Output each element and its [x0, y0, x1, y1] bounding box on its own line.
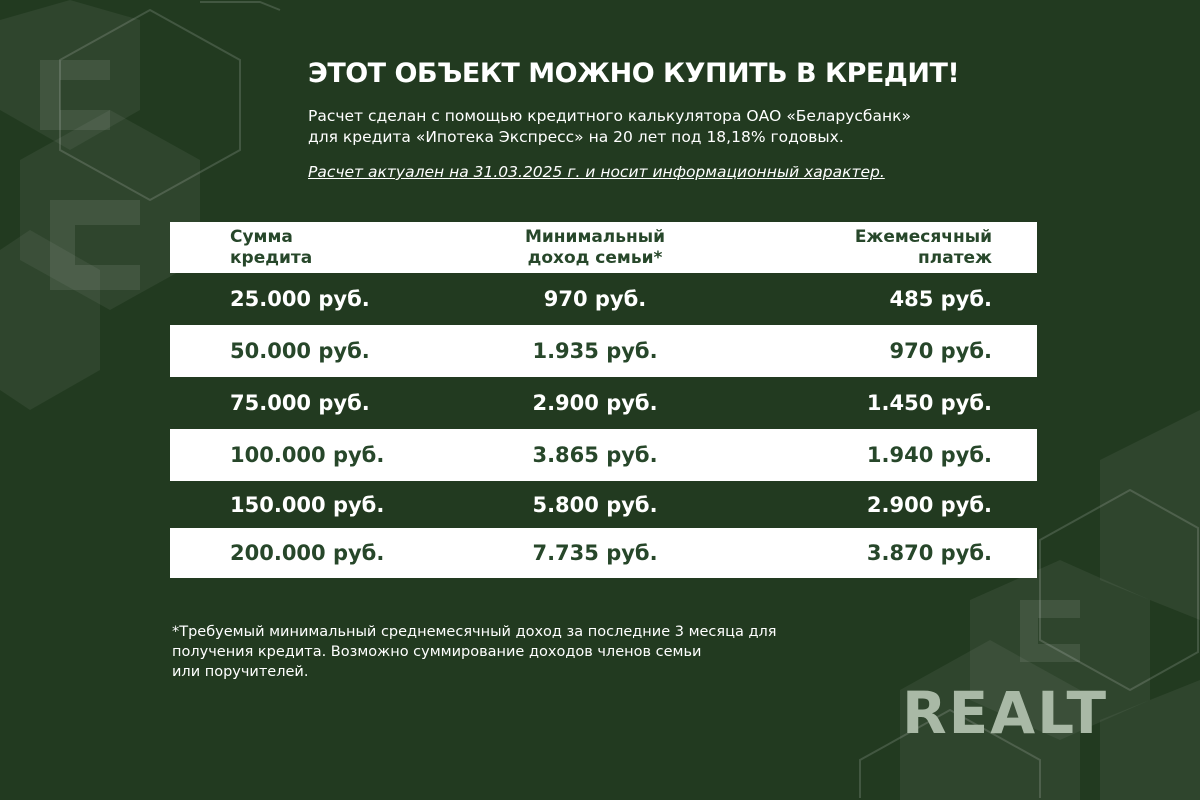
credit-table: Сумма кредита Минимальный доход семьи* Еже… [170, 222, 1037, 578]
table-row: 150.000 руб. 5.800 руб. 2.900 руб. [230, 492, 992, 517]
page-title: ЭТОТ ОБЪЕКТ МОЖНО КУПИТЬ В КРЕДИТ! [308, 58, 960, 89]
actuality-note: Расчет актуален на 31.03.2025 г. и носит… [308, 163, 885, 181]
monthly-payment: 3.870 руб. [866, 541, 992, 565]
calculation-description: Расчет сделан с помощью кредитного кальк… [308, 106, 1048, 148]
header-text: кредита [230, 247, 313, 268]
monthly-payment: 970 руб. [889, 339, 992, 363]
table-header: Сумма кредита Минимальный доход семьи* Еже… [170, 222, 1037, 273]
footnote-line: *Требуемый минимальный среднемесячный до… [172, 624, 777, 640]
loan-amount: 200.000 руб. [230, 541, 385, 565]
monthly-payment: 1.450 руб. [866, 391, 992, 415]
header-text: Ежемесячный [854, 226, 992, 247]
loan-amount: 75.000 руб. [230, 391, 370, 415]
loan-amount: 150.000 руб. [230, 492, 385, 517]
table-row: 50.000 руб. 1.935 руб. 970 руб. [170, 325, 1037, 377]
description-line-2: для кредита «Ипотека Экспресс» на 20 лет… [308, 128, 844, 146]
loan-amount: 50.000 руб. [230, 339, 370, 363]
header-text: доход семьи* [527, 247, 663, 268]
header-text: Сумма [230, 226, 293, 247]
header-text: платеж [918, 247, 992, 268]
header-text: Минимальный [524, 226, 666, 247]
footnote-line: получения кредита. Возможно суммирование… [172, 644, 702, 660]
table-row: 200.000 руб. 7.735 руб. 3.870 руб. [170, 528, 1037, 578]
table-row: 75.000 руб. 2.900 руб. 1.450 руб. [230, 391, 992, 415]
monthly-payment: 2.900 руб. [866, 492, 992, 517]
loan-amount: 100.000 руб. [230, 443, 385, 467]
loan-amount: 25.000 руб. [230, 287, 370, 311]
realt-logo: REALT [902, 679, 1109, 747]
table-row: 25.000 руб. 970 руб. 485 руб. [230, 287, 992, 311]
monthly-payment: 1.940 руб. [866, 443, 992, 467]
monthly-payment: 485 руб. [889, 287, 992, 311]
description-line-1: Расчет сделан с помощью кредитного кальк… [308, 107, 911, 125]
table-row: 100.000 руб. 3.865 руб. 1.940 руб. [170, 429, 1037, 481]
footnote-line: или поручителей. [172, 664, 309, 680]
header-loan-amount: Сумма кредита [230, 227, 312, 269]
footnote: *Требуемый минимальный среднемесячный до… [172, 622, 972, 682]
header-monthly-payment: Ежемесячный платеж [855, 227, 992, 269]
